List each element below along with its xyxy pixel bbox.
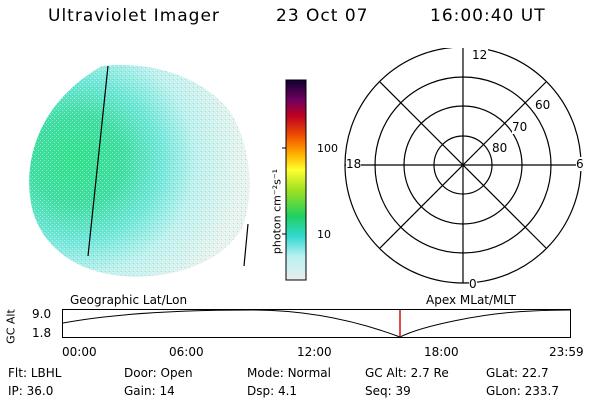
- instrument-title: Ultraviolet Imager: [48, 6, 220, 26]
- mlt-label-18: 18: [346, 157, 362, 171]
- terminator-line: [87, 65, 109, 257]
- x-tick-0000: 00:00: [62, 345, 97, 359]
- colorbar: [282, 79, 307, 281]
- mlt-label-6: 6: [576, 157, 584, 171]
- lat-label-60: 60: [535, 98, 551, 112]
- geo-latlon-label: Geographic Lat/Lon: [70, 293, 188, 307]
- uv-earth-image: [29, 65, 250, 277]
- x-tick-0600: 06:00: [169, 345, 204, 359]
- altitude-timeline: [62, 309, 571, 338]
- status-seq: Seq: 39: [365, 384, 411, 398]
- status-glon: GLon: 233.7: [486, 384, 559, 398]
- polar-plot: [344, 48, 582, 284]
- x-tick-1200: 12:00: [297, 345, 332, 359]
- mlt-label-0: 0: [469, 277, 477, 291]
- lat-label-80: 80: [492, 141, 508, 155]
- status-mode: Mode: Normal: [247, 366, 331, 380]
- gc-alt-axis-label: GC Alt: [4, 309, 18, 344]
- status-door: Door: Open: [124, 366, 193, 380]
- time-label: 16:00:40 UT: [430, 6, 546, 26]
- status-ip: IP: 36.0: [8, 384, 54, 398]
- status-flt: Flt: LBHL: [8, 366, 62, 380]
- status-dsp: Dsp: 4.1: [247, 384, 298, 398]
- apex-mlat-label: Apex MLat/MLT: [426, 293, 516, 307]
- x-tick-1800: 18:00: [424, 345, 459, 359]
- x-tick-2359: 23:59: [549, 345, 584, 359]
- status-glat: GLat: 22.7: [486, 366, 549, 380]
- colorbar-unit-label: photon cm⁻²s⁻¹: [270, 168, 284, 255]
- date-label: 23 Oct 07: [276, 6, 369, 26]
- mlt-label-12: 12: [471, 48, 489, 62]
- lat-label-70: 70: [512, 120, 528, 134]
- colorbar-tick-10: 10: [317, 228, 331, 241]
- colorbar-tick-100: 100: [317, 142, 338, 155]
- y-tick-9: 9.0: [32, 307, 52, 321]
- status-gc-alt: GC Alt: 2.7 Re: [365, 366, 449, 380]
- status-gain: Gain: 14: [124, 384, 175, 398]
- limb-marker: [243, 223, 249, 267]
- y-tick-1-8: 1.8: [32, 326, 52, 340]
